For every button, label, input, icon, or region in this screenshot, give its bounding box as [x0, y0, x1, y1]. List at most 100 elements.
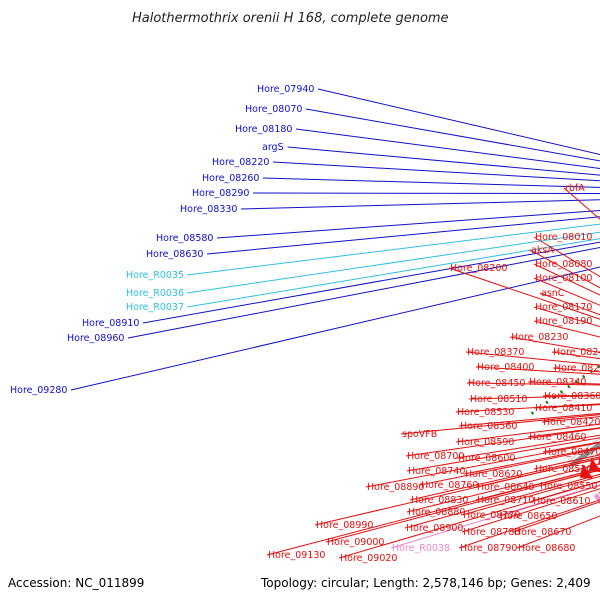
leader-line-right — [509, 336, 600, 354]
outer-scale-ring — [530, 363, 600, 415]
gene-label-right: Hore_08680 — [518, 543, 575, 554]
gene-label-right: Hore_08370 — [467, 347, 524, 358]
gene-label-right: Hore_08550 — [540, 481, 597, 492]
gene-label-right: spoVFB — [402, 429, 437, 440]
leader-line-right — [475, 366, 600, 375]
gene-label-right: Hore_08410 — [535, 403, 592, 414]
leader-line-right — [390, 484, 600, 549]
gene-label-right: Hore_08230 — [511, 332, 568, 343]
leader-line-right — [527, 427, 600, 438]
leader-line-left — [262, 177, 600, 188]
leader-line-right — [533, 320, 600, 338]
leader-line-left — [127, 246, 600, 339]
genome-title: Halothermothrix orenii H 168, complete g… — [132, 11, 449, 26]
leader-line-right — [529, 249, 600, 289]
gene-label-left: Hore_07940 — [257, 84, 314, 95]
gene-label-left: argS — [262, 142, 284, 153]
leader-line-right — [465, 351, 600, 366]
leader-line-left — [186, 238, 600, 308]
gene-label-right: asnC — [541, 288, 565, 299]
gene-label-right: Hore_08460 — [529, 432, 586, 443]
gene-label-left: Hore_08220 — [212, 157, 269, 168]
leader-line-right — [325, 469, 600, 543]
leader-line-left — [272, 161, 600, 182]
gene-label-right: Hore_08270 — [554, 363, 600, 374]
gene-label-right: Hore_08190 — [535, 316, 592, 327]
gene-label-right: Hore_R0038 — [392, 543, 450, 554]
gene-label-right: Hore_09130 — [268, 550, 325, 561]
leader-line-right — [406, 463, 600, 513]
gene-label-right: Hore_08560 — [460, 421, 517, 432]
leader-lines-layer — [70, 88, 600, 559]
leader-line-right — [448, 267, 600, 320]
gene-label-right: Hore_08700 — [407, 451, 464, 462]
gene-label-right: Hore_08470 — [544, 447, 600, 458]
leader-line-left — [305, 108, 600, 162]
gene-label-right: Hore_08880 — [408, 507, 465, 518]
leader-line-left — [317, 88, 600, 155]
gene-label-right: Hore_09020 — [340, 553, 397, 564]
gene-label-left: Hore_08910 — [82, 318, 139, 329]
leader-line-left — [142, 241, 600, 324]
gene-label-right: Hore_08080 — [535, 259, 592, 270]
leader-line-right — [512, 501, 600, 533]
leader-line-right — [461, 488, 600, 533]
leader-line-right — [404, 473, 600, 529]
leader-line-right — [533, 263, 600, 296]
gene-label-right: Hore_08340 — [529, 377, 586, 388]
gene-label-right: Hore_09000 — [327, 537, 384, 548]
gene-label-right: Hore_08780 — [463, 527, 520, 538]
gene-label-right: Hore_08100 — [535, 273, 592, 284]
gene-label-right: Hore_08200 — [450, 263, 507, 274]
leader-line-right — [461, 475, 600, 516]
leader-line-right — [468, 395, 600, 400]
leader-line-right — [539, 292, 600, 316]
leader-line-right — [455, 403, 600, 413]
gene-label-right: Hore_08620 — [465, 469, 522, 480]
leader-line-right — [458, 499, 600, 549]
leader-line-right — [527, 381, 600, 385]
gene-label-left: Hore_R0037 — [126, 302, 184, 313]
gene-label-right: Hore_08890 — [367, 482, 424, 493]
gene-label-left: Hore_08580 — [156, 233, 213, 244]
leader-line-right — [458, 412, 600, 427]
gene-label-right: Hore_08400 — [477, 362, 534, 373]
leader-line-right — [516, 515, 600, 549]
gene-label-right: Hore_08760 — [421, 480, 478, 491]
genome-summary-text: Topology: circular; Length: 2,578,146 bp… — [260, 576, 591, 590]
gene-label-right: Hore_08830 — [411, 495, 468, 506]
leader-line-left — [70, 266, 600, 391]
gene-label-left: Hore_08330 — [180, 204, 237, 215]
gene-label-right: Hore_08590 — [457, 437, 514, 448]
gene-label-right: aksA — [531, 245, 554, 256]
leader-line-left — [252, 192, 600, 195]
leader-line-right — [498, 484, 600, 517]
gene-label-right: Hore_08650 — [500, 511, 557, 522]
gene-label-right: Hore_08240 — [553, 347, 600, 358]
gene-label-right: Hore_08640 — [477, 482, 534, 493]
gene-label-left: Hore_08180 — [235, 124, 292, 135]
leader-line-left — [295, 128, 600, 169]
leader-line-right — [338, 480, 600, 559]
leader-line-left — [186, 223, 600, 276]
gene-label-right: Hore_08610 — [533, 496, 590, 507]
leader-line-right — [400, 414, 600, 435]
leader-line-right — [533, 236, 600, 278]
gene-label-right: Hore_08170 — [535, 302, 592, 313]
gene-label-left: Hore_08630 — [146, 249, 203, 260]
leader-line-right — [406, 437, 600, 472]
leader-line-right — [463, 446, 600, 475]
gene-label-left: Hore_08070 — [245, 104, 302, 115]
leader-line-right — [533, 306, 600, 328]
gene-label-right: Hore_08600 — [458, 453, 515, 464]
gene-label-right: Hore_08900 — [406, 523, 463, 534]
gene-label-right: Hore_08670 — [514, 527, 571, 538]
gene-label-right: Hore_08520 — [535, 464, 592, 475]
leader-line-right — [533, 277, 600, 306]
leader-line-right — [314, 457, 600, 526]
gene-label-left: Hore_08960 — [67, 333, 124, 344]
gene-label-right: Hore_08360 — [544, 391, 600, 402]
gene-label-left: Hore_09280 — [10, 385, 67, 396]
gene-label-right: Hore_08450 — [468, 378, 525, 389]
gene-label-left: Hore_R0036 — [126, 288, 184, 299]
